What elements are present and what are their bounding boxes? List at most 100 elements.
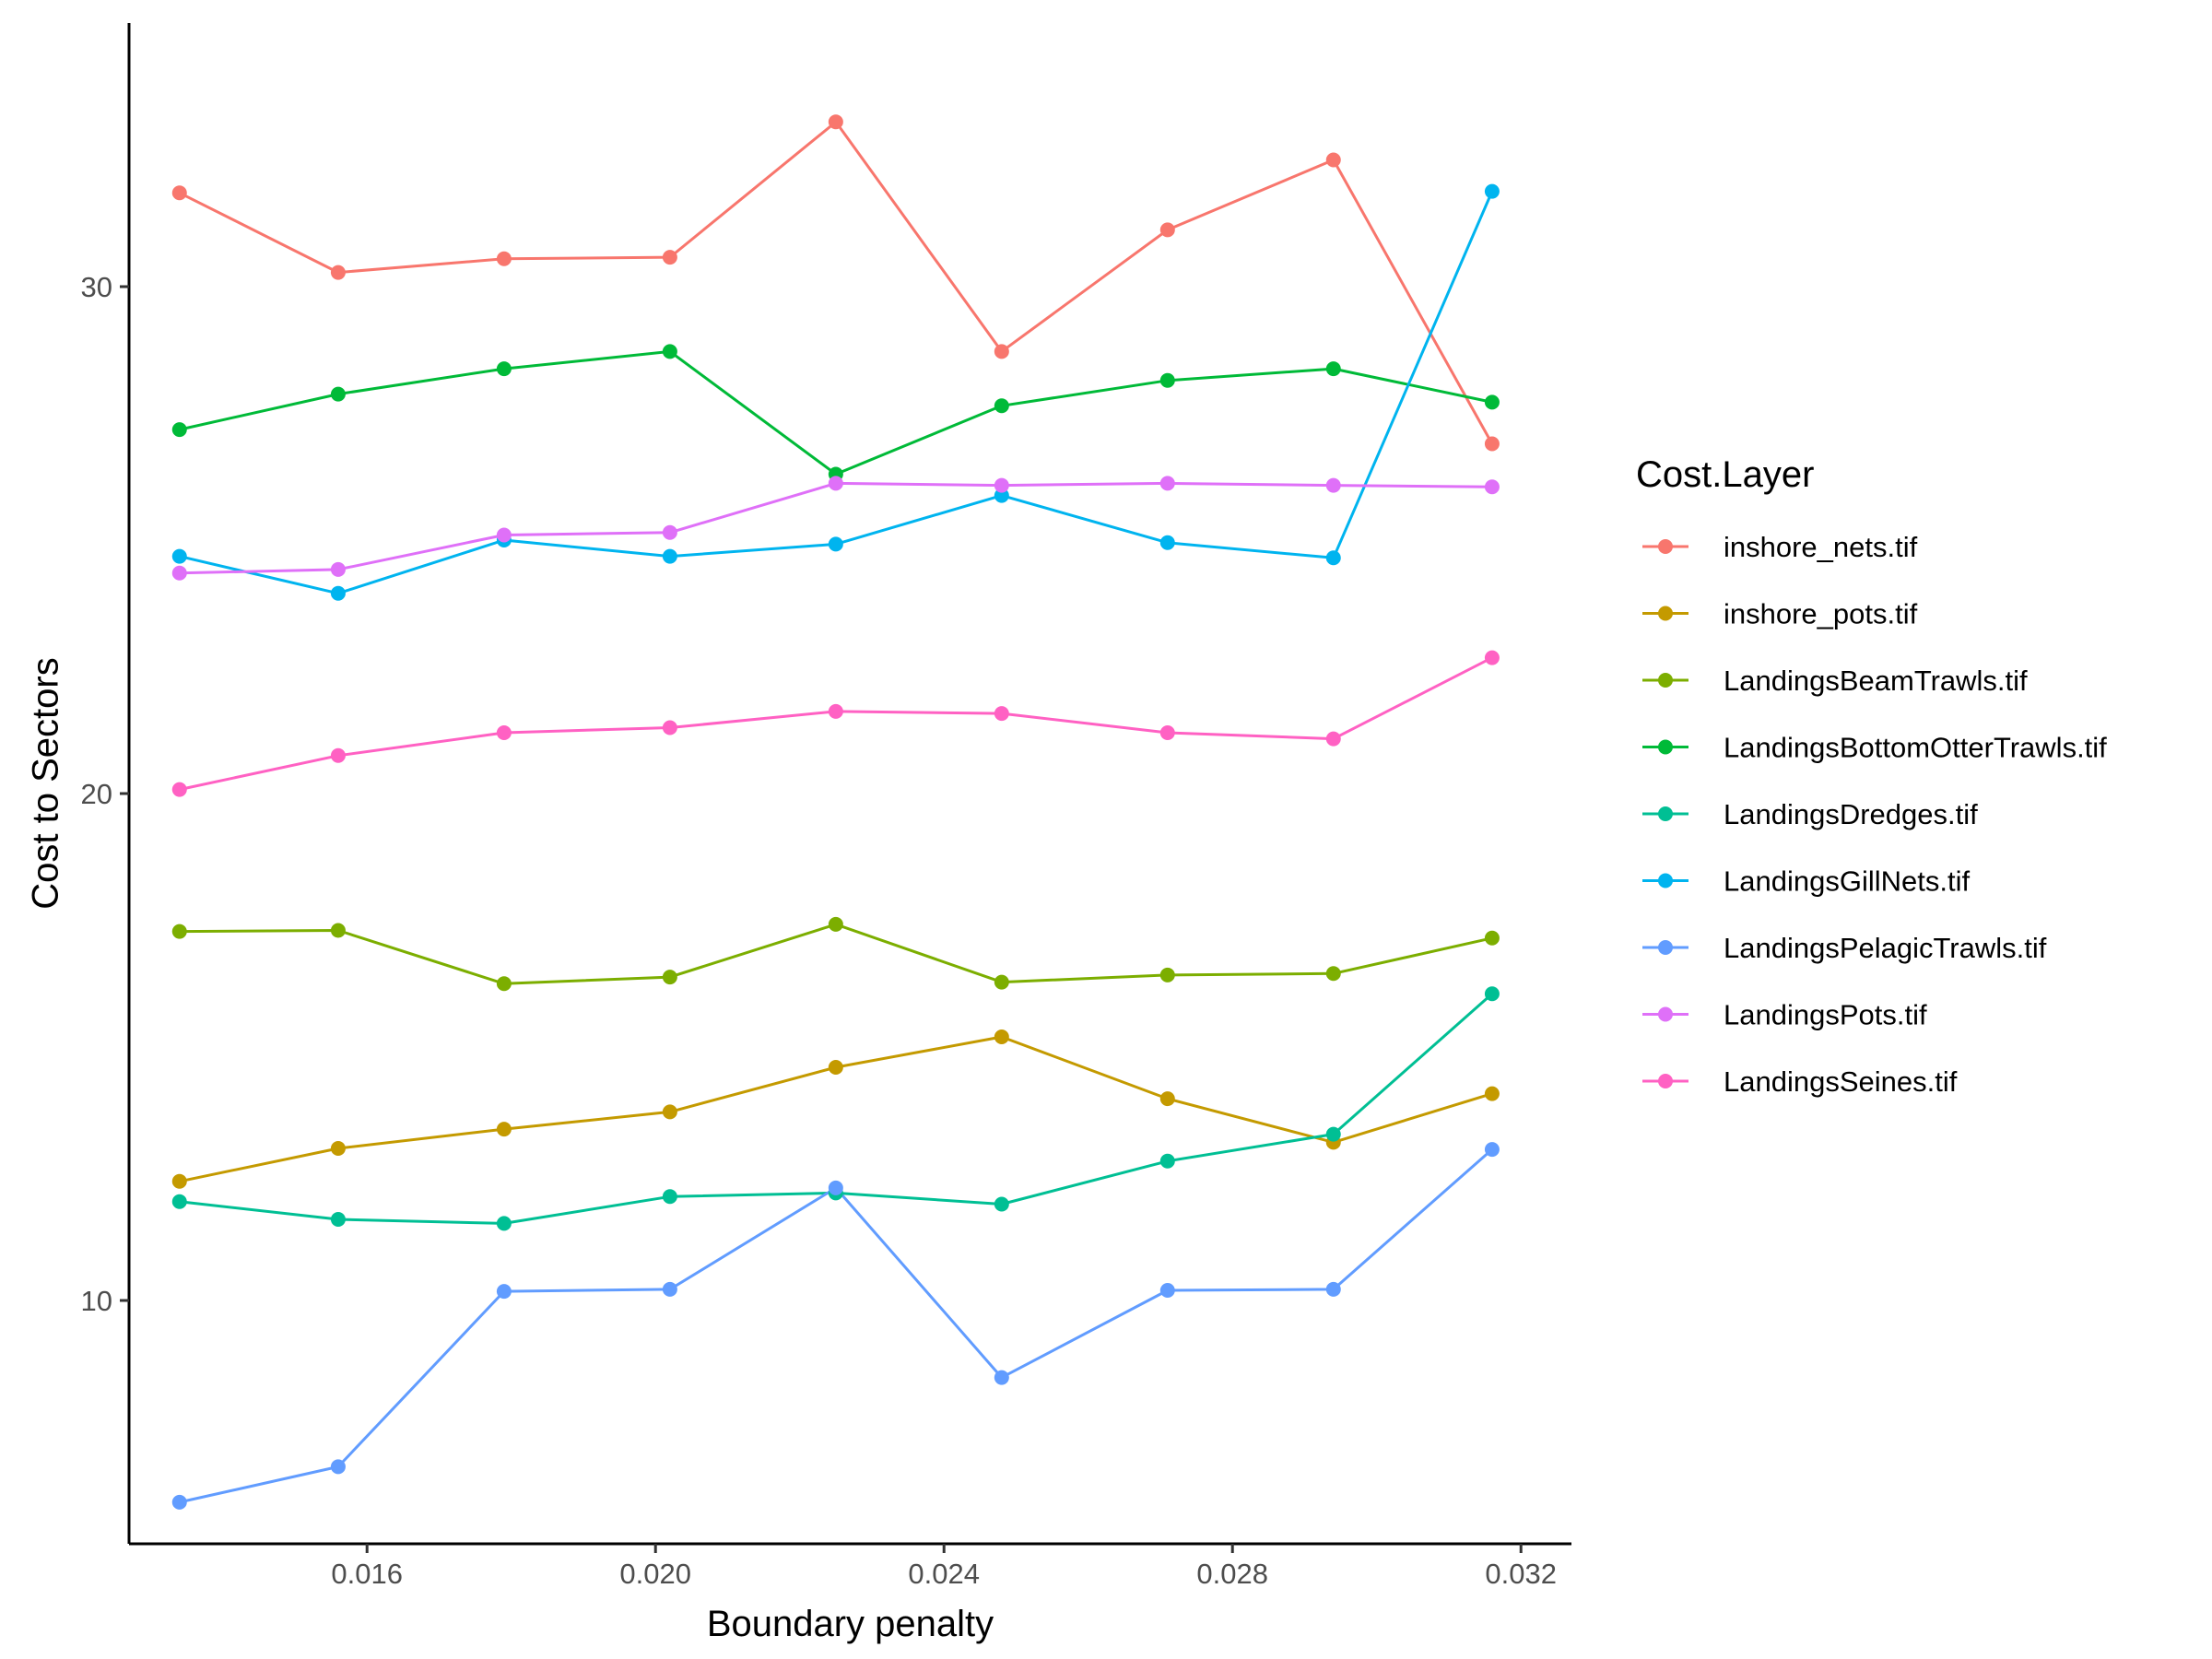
data-point — [1484, 394, 1500, 410]
legend: Cost.Layer inshore_nets.tif inshore_pots.… — [1636, 454, 2107, 1098]
legend-label: LandingsPelagicTrawls.tif — [1724, 932, 2047, 964]
data-point — [662, 344, 677, 359]
data-point — [496, 1122, 512, 1137]
data-point — [994, 1370, 1009, 1385]
x-axis-title: Boundary penalty — [707, 1604, 994, 1644]
data-point — [1484, 183, 1500, 199]
data-point — [496, 725, 512, 740]
data-point — [1325, 152, 1341, 168]
data-point — [496, 527, 512, 543]
legend-item: LandingsSeines.tif — [1642, 1065, 1958, 1098]
series-line-7 — [179, 481, 1492, 575]
data-point — [330, 923, 346, 938]
data-point — [330, 561, 346, 577]
data-point — [828, 476, 843, 491]
data-point — [1159, 725, 1175, 740]
y-tick-label: 10 — [81, 1285, 112, 1317]
data-point — [1159, 222, 1175, 238]
legend-title: Cost.Layer — [1636, 454, 1814, 495]
data-point — [496, 251, 512, 266]
legend-key-point — [1658, 940, 1673, 955]
legend-key-point — [1658, 1074, 1673, 1088]
legend-items: inshore_nets.tif inshore_pots.tif Landings… — [1642, 531, 2107, 1098]
data-point — [1484, 986, 1500, 1002]
y-tick-label: 20 — [81, 778, 112, 810]
legend-item: LandingsBottomOtterTrawls.tif — [1642, 732, 2107, 764]
data-point — [330, 265, 346, 280]
legend-item: LandingsGillNets.tif — [1642, 865, 1970, 898]
legend-key-point — [1658, 1006, 1673, 1022]
legend-key-point — [1658, 673, 1673, 688]
data-point — [330, 1459, 346, 1475]
axes: 0.016 0.020 0.024 0.028 0.032 10 20 30 — [81, 23, 1571, 1590]
data-point — [1484, 930, 1500, 946]
legend-label: LandingsSeines.tif — [1724, 1065, 1958, 1098]
data-point — [828, 1060, 843, 1075]
data-point — [330, 386, 346, 402]
data-point — [662, 524, 677, 540]
data-point — [828, 916, 843, 932]
data-point — [828, 114, 843, 130]
legend-item: LandingsPots.tif — [1642, 999, 1927, 1031]
data-point — [1325, 477, 1341, 493]
series-line-8 — [179, 656, 1493, 792]
data-point — [1159, 535, 1175, 550]
legend-key-point — [1658, 739, 1673, 755]
data-point — [1325, 1281, 1341, 1297]
data-point — [330, 1212, 346, 1227]
data-point — [994, 344, 1009, 359]
data-point — [828, 536, 843, 552]
data-point — [994, 477, 1009, 493]
legend-key-point — [1658, 873, 1673, 888]
data-point — [330, 1141, 346, 1156]
data-point — [171, 548, 187, 564]
data-point — [496, 1284, 512, 1300]
series-line-3 — [179, 349, 1493, 476]
series-line-6 — [179, 1147, 1493, 1504]
data-point — [994, 1196, 1009, 1212]
data-point — [1159, 1283, 1175, 1298]
legend-label: LandingsPots.tif — [1724, 999, 1927, 1031]
data-point — [171, 782, 187, 797]
x-tick-label: 0.032 — [1485, 1558, 1557, 1590]
data-point — [1484, 1086, 1500, 1101]
data-point — [1159, 1153, 1175, 1169]
x-tick-label: 0.024 — [908, 1558, 980, 1590]
data-point — [171, 924, 187, 939]
legend-key-point — [1658, 806, 1673, 821]
data-point — [496, 361, 512, 377]
data-point — [1484, 479, 1500, 495]
data-point — [828, 1180, 843, 1195]
series-line-2 — [179, 923, 1493, 985]
legend-label: LandingsGillNets.tif — [1724, 865, 1970, 898]
data-point — [994, 488, 1009, 503]
legend-item: inshore_nets.tif — [1642, 531, 1918, 563]
data-point — [171, 565, 187, 581]
data-point — [171, 1194, 187, 1209]
data-point — [662, 548, 677, 564]
legend-label: LandingsBeamTrawls.tif — [1724, 665, 2028, 697]
data-point — [330, 747, 346, 763]
data-point — [1325, 1126, 1341, 1142]
data-point — [994, 1030, 1009, 1044]
x-tick-label: 0.016 — [331, 1558, 403, 1590]
data-point — [171, 1173, 187, 1189]
data-point — [496, 1216, 512, 1231]
data-point — [330, 585, 346, 601]
data-point — [662, 1281, 677, 1297]
y-tick-label: 30 — [81, 271, 112, 303]
data-point — [1325, 550, 1341, 566]
legend-label: inshore_pots.tif — [1724, 598, 1918, 630]
legend-item: LandingsDredges.tif — [1642, 798, 1978, 830]
data-point — [1159, 1091, 1175, 1107]
legend-label: LandingsBottomOtterTrawls.tif — [1724, 732, 2107, 764]
data-point — [1484, 436, 1500, 452]
data-point — [1325, 361, 1341, 377]
data-point — [1159, 967, 1175, 982]
plot-lines — [179, 120, 1494, 1504]
data-point — [662, 970, 677, 985]
data-point — [1159, 372, 1175, 388]
data-point — [828, 703, 843, 719]
